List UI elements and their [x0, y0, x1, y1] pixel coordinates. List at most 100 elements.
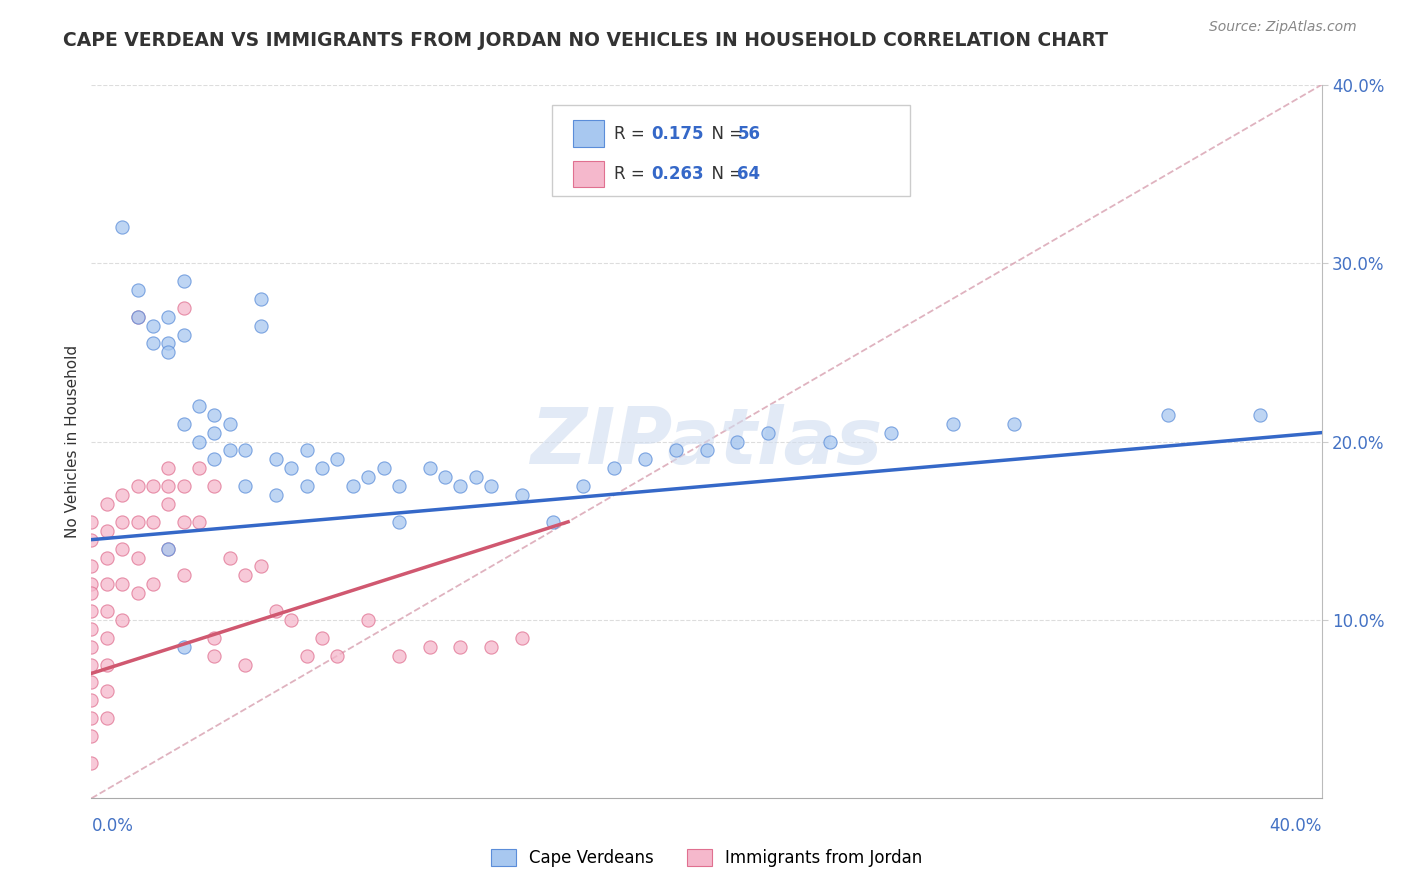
Point — [479, 479, 502, 493]
Point — [80, 640, 103, 654]
Point — [80, 657, 103, 672]
Point — [942, 417, 965, 431]
Point — [725, 434, 748, 449]
Point — [142, 479, 165, 493]
Point — [188, 515, 211, 529]
Point — [111, 613, 134, 627]
Point — [218, 417, 240, 431]
Point — [295, 648, 318, 663]
Point — [127, 310, 149, 324]
Point — [80, 559, 103, 574]
Point — [96, 577, 118, 591]
Point — [80, 604, 103, 618]
Point — [173, 515, 195, 529]
Point — [96, 684, 118, 698]
Text: 0.0%: 0.0% — [91, 817, 134, 835]
Point — [373, 461, 395, 475]
Point — [96, 604, 118, 618]
Point — [449, 640, 471, 654]
Point — [280, 613, 302, 627]
Point — [127, 515, 149, 529]
Point — [80, 729, 103, 743]
Point — [188, 434, 211, 449]
Point — [157, 310, 180, 324]
Text: 0.263: 0.263 — [652, 165, 704, 183]
Point — [342, 479, 364, 493]
Point — [419, 640, 441, 654]
Point — [111, 515, 134, 529]
Point — [388, 515, 411, 529]
Text: R =: R = — [614, 165, 650, 183]
Point — [311, 631, 333, 645]
Point — [696, 443, 718, 458]
Point — [173, 417, 195, 431]
Point — [173, 274, 195, 288]
Point — [202, 631, 225, 645]
Point — [419, 461, 441, 475]
Point — [264, 604, 287, 618]
Point — [173, 301, 195, 315]
Y-axis label: No Vehicles in Household: No Vehicles in Household — [65, 345, 80, 538]
Point — [111, 488, 134, 502]
Point — [188, 461, 211, 475]
Point — [127, 586, 149, 600]
Point — [479, 640, 502, 654]
Point — [295, 443, 318, 458]
Point — [173, 479, 195, 493]
Point — [202, 408, 225, 422]
Text: 0.175: 0.175 — [652, 125, 704, 143]
Text: R =: R = — [614, 125, 650, 143]
Point — [1157, 408, 1180, 422]
Text: N =: N = — [702, 125, 748, 143]
Text: N =: N = — [702, 165, 748, 183]
Point — [157, 345, 180, 359]
Point — [142, 318, 165, 333]
Point — [127, 283, 149, 297]
Point — [157, 497, 180, 511]
Point — [280, 461, 302, 475]
Point — [96, 657, 118, 672]
Point — [634, 452, 657, 467]
Point — [111, 220, 134, 235]
Point — [326, 648, 349, 663]
Point — [127, 550, 149, 565]
Point — [264, 452, 287, 467]
Point — [388, 479, 411, 493]
Point — [464, 470, 486, 484]
Point — [80, 533, 103, 547]
Point — [233, 479, 256, 493]
Point — [96, 711, 118, 725]
Text: ZIPatlas: ZIPatlas — [530, 403, 883, 480]
Point — [80, 586, 103, 600]
Point — [357, 470, 380, 484]
Point — [202, 479, 225, 493]
Point — [233, 443, 256, 458]
Point — [173, 640, 195, 654]
Point — [80, 577, 103, 591]
Point — [434, 470, 457, 484]
Text: Source: ZipAtlas.com: Source: ZipAtlas.com — [1209, 20, 1357, 34]
Point — [142, 515, 165, 529]
Point — [603, 461, 626, 475]
Point — [818, 434, 841, 449]
Point — [388, 648, 411, 663]
Point — [218, 443, 240, 458]
Text: 40.0%: 40.0% — [1270, 817, 1322, 835]
Point — [756, 425, 779, 440]
Legend: Cape Verdeans, Immigrants from Jordan: Cape Verdeans, Immigrants from Jordan — [482, 841, 931, 876]
Point — [173, 568, 195, 582]
Point — [880, 425, 903, 440]
Point — [202, 648, 225, 663]
Point — [80, 711, 103, 725]
Point — [80, 675, 103, 690]
Point — [249, 559, 271, 574]
Point — [157, 461, 180, 475]
Point — [541, 515, 564, 529]
Point — [188, 399, 211, 413]
Point — [264, 488, 287, 502]
Point — [665, 443, 688, 458]
Point — [157, 541, 180, 556]
Point — [202, 425, 225, 440]
Point — [357, 613, 380, 627]
Point — [449, 479, 471, 493]
